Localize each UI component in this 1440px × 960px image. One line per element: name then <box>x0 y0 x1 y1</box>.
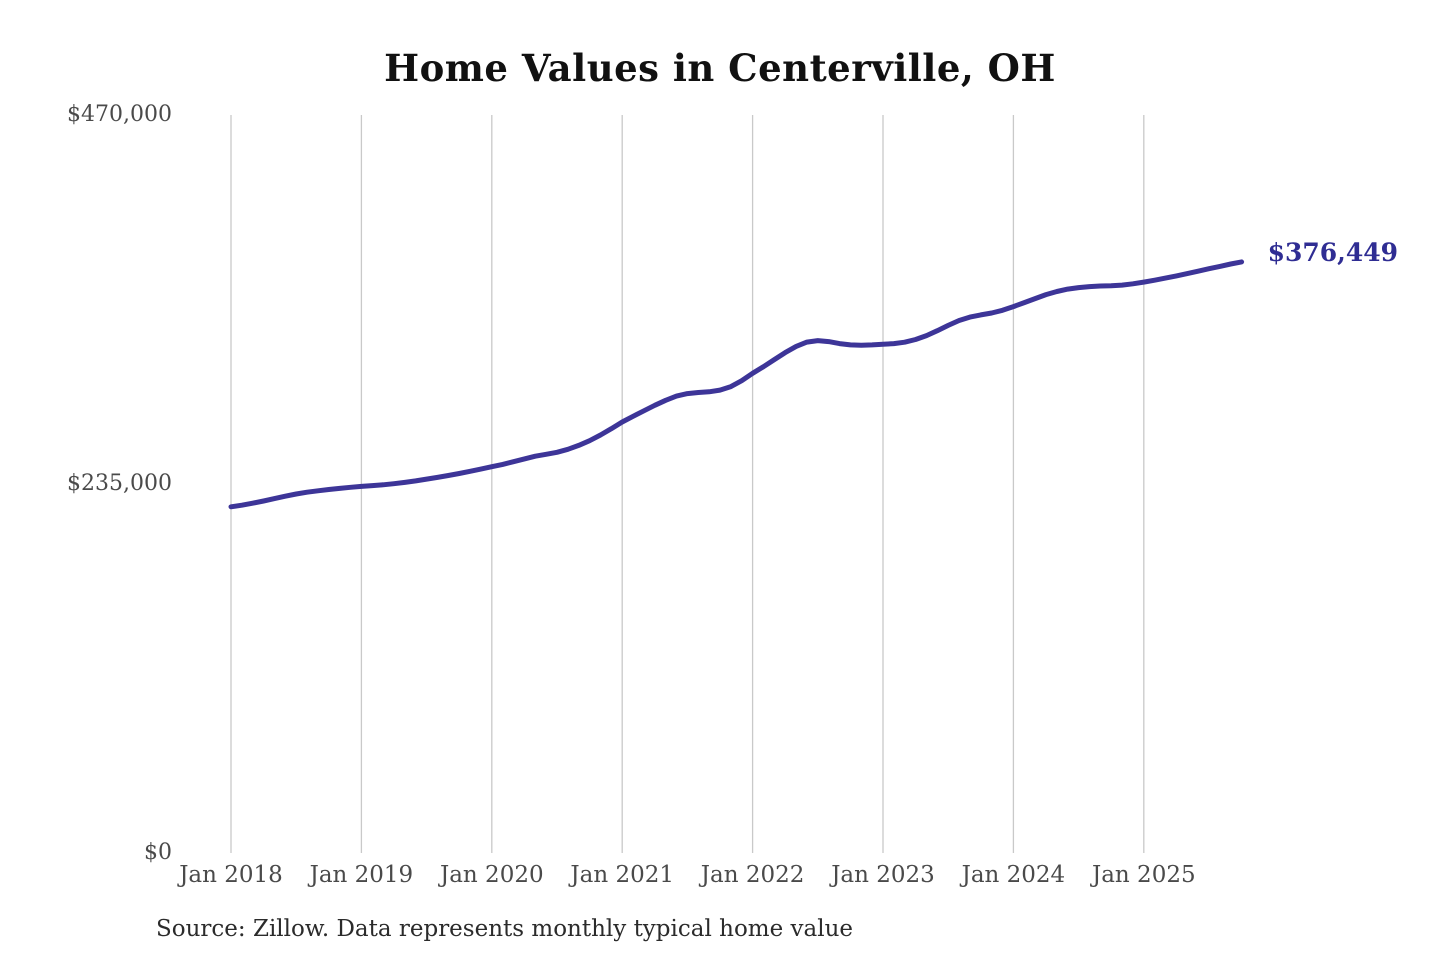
y-axis-tick-label: $235,000 <box>67 471 172 496</box>
x-axis-tick-label: Jan 2018 <box>179 862 283 888</box>
x-axis-tick-label: Jan 2025 <box>1092 862 1196 888</box>
final-value-label: $376,449 <box>1267 237 1399 267</box>
y-axis-tick-label: $0 <box>144 840 172 865</box>
x-axis-tick-label: Jan 2024 <box>961 862 1066 888</box>
x-axis-tick-label: Jan 2020 <box>440 862 544 888</box>
x-axis-tick-label: Jan 2023 <box>831 862 935 888</box>
y-axis-tick-label: $470,000 <box>67 102 172 127</box>
vertical-gridlines <box>230 115 1145 853</box>
home-value-line <box>228 259 1245 510</box>
chart-title: Home Values in Centerville, OH <box>384 46 1056 90</box>
x-axis-tick-label: Jan 2019 <box>309 862 414 888</box>
x-axis-tick-label: Jan 2021 <box>570 862 674 888</box>
source-note: Source: Zillow. Data represents monthly … <box>156 916 854 942</box>
x-axis-tick-label: Jan 2022 <box>700 862 805 888</box>
